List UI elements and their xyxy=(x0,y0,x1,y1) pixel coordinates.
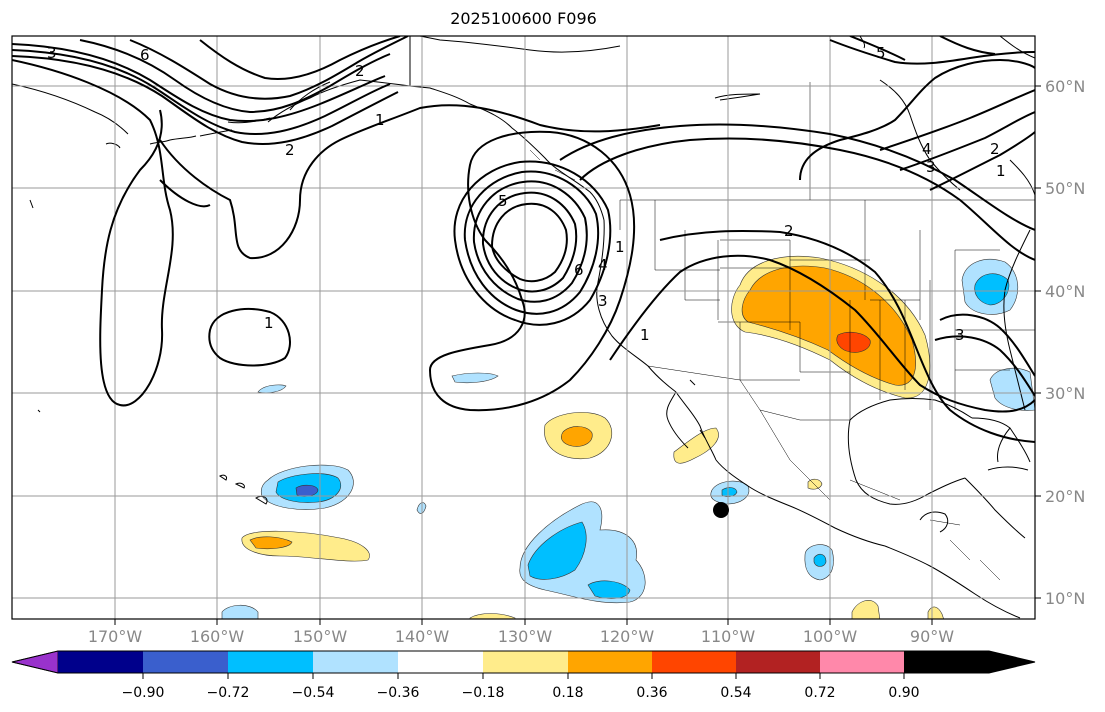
positive-anomaly-small-south xyxy=(851,600,881,619)
contour-label: 3 xyxy=(598,292,608,310)
lon-label: 150°W xyxy=(293,627,348,646)
contour-label: 5 xyxy=(498,192,508,210)
lon-label: 160°W xyxy=(190,627,245,646)
contour-lines xyxy=(12,36,1035,443)
negative-anomaly-south-mexico-core xyxy=(813,553,827,567)
positive-anomaly-baja-offshore-core xyxy=(561,426,593,447)
negative-anomaly-small-4 xyxy=(221,604,259,619)
map-frame xyxy=(11,35,1036,620)
lat-label: 50°N xyxy=(1045,179,1085,198)
contour-label: 2 xyxy=(784,222,794,240)
contour-label: 1 xyxy=(996,162,1006,180)
colorbar-segment xyxy=(58,651,143,673)
storm-position-marker xyxy=(713,502,729,518)
lon-label: 140°W xyxy=(395,627,450,646)
positive-anomaly-small-south-3 xyxy=(469,613,516,619)
positive-anomaly-south-hawaii-core xyxy=(249,536,293,550)
contour-label: 6 xyxy=(140,46,150,64)
colorbar-tick-label: 0.54 xyxy=(720,685,751,701)
positive-anomaly-gulf xyxy=(673,427,719,464)
colorbar-segment xyxy=(313,651,398,673)
lon-label: 170°W xyxy=(88,627,143,646)
colorbar-tick-label: −0.36 xyxy=(377,685,420,701)
colorbar-segment xyxy=(736,651,820,673)
contour-label: 5 xyxy=(876,44,886,62)
negative-anomaly-southeast-us-core xyxy=(974,273,1010,306)
lon-label: 130°W xyxy=(498,627,553,646)
contour-labels: 3 6 2 1 2 1 5 6 4 3 1 2 5 4 3 2 1 3 1 xyxy=(47,44,1006,344)
negative-anomaly-epac-core xyxy=(527,521,587,580)
lon-label: 90°W xyxy=(910,627,954,646)
colorbar-segment xyxy=(398,651,483,673)
colorbar-tick-label: −0.72 xyxy=(207,685,250,701)
colorbar-tick-label: −0.54 xyxy=(292,685,335,701)
map-title: 2025100600 F096 xyxy=(450,9,597,28)
positive-anomaly-plains-core xyxy=(741,265,916,386)
colorbar-tick-label: 0.72 xyxy=(804,685,835,701)
lon-label: 120°W xyxy=(600,627,655,646)
positive-anomaly-plains-max xyxy=(836,331,871,353)
lat-axis: 60°N 50°N 40°N 30°N 20°N 10°N xyxy=(1035,77,1085,608)
colorbar: −0.90 −0.72 −0.54 −0.36 −0.18 0.18 0.36 … xyxy=(11,650,1036,701)
colorbar-segment xyxy=(143,651,228,673)
lat-label: 30°N xyxy=(1045,384,1085,403)
colorbar-segment xyxy=(228,651,313,673)
contour-label: 3 xyxy=(47,44,57,62)
lon-axis: 170°W 160°W 150°W 140°W 130°W 120°W 110°… xyxy=(88,619,954,646)
contour-label: 6 xyxy=(574,261,584,279)
negative-anomaly-small-1 xyxy=(451,372,499,384)
contour-label: 2 xyxy=(990,140,1000,158)
contour-label: 4 xyxy=(598,256,608,274)
lat-label: 60°N xyxy=(1045,77,1085,96)
lat-label: 20°N xyxy=(1045,487,1085,506)
contour-label: 2 xyxy=(285,141,295,159)
contour-label: 1 xyxy=(640,326,650,344)
contour-label: 4 xyxy=(922,140,932,158)
colorbar-tick-label: −0.90 xyxy=(122,685,165,701)
colorbar-extend-left xyxy=(11,650,59,674)
lon-label: 110°W xyxy=(701,627,756,646)
colorbar-tick-label: 0.36 xyxy=(636,685,667,701)
colorbar-segment xyxy=(820,651,904,673)
colorbar-tick-label: 0.18 xyxy=(552,685,583,701)
contour-label: 1 xyxy=(615,238,625,256)
lat-label: 10°N xyxy=(1045,589,1085,608)
colorbar-tick-label: −0.18 xyxy=(462,685,505,701)
contour-label: 1 xyxy=(375,111,385,129)
colorbar-extend-right xyxy=(904,651,1035,673)
contour-label: 3 xyxy=(955,326,965,344)
lon-label: 100°W xyxy=(803,627,858,646)
contour-label: 1 xyxy=(264,314,274,332)
colorbar-segment xyxy=(483,651,568,673)
lat-label: 40°N xyxy=(1045,282,1085,301)
contour-label: 3 xyxy=(926,158,936,176)
colorbar-segment xyxy=(568,651,652,673)
coastlines xyxy=(12,36,1035,619)
colorbar-segment xyxy=(652,651,736,673)
colorbar-outline xyxy=(11,650,1036,674)
colorbar-tick-label: 0.90 xyxy=(888,685,919,701)
contour-label: 2 xyxy=(355,62,365,80)
anomaly-fills xyxy=(221,255,1035,619)
